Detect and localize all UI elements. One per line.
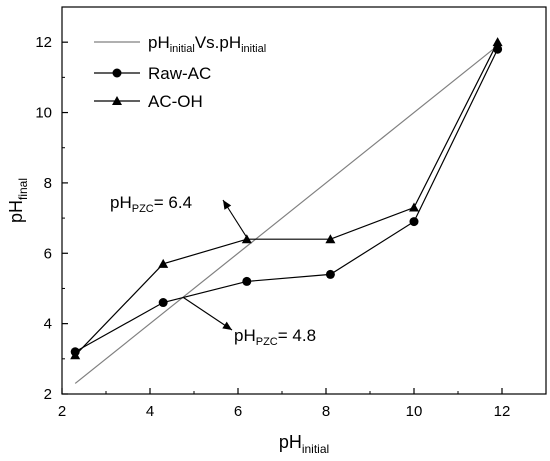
y-tick-label: 6 [44, 245, 52, 262]
annotations: pHPZC= 6.4 pHPZC= 4.8 [110, 193, 316, 348]
legend-marker-ac-oh [112, 96, 122, 105]
y-axis-title: pHfinal [6, 178, 30, 223]
raw-ac-point [242, 276, 252, 286]
ac-oh-point [492, 37, 503, 47]
x-tick-label: 2 [58, 403, 66, 420]
x-tick-label: 4 [146, 403, 154, 420]
y-tick-label: 4 [44, 316, 52, 333]
ac-oh-point [241, 234, 252, 244]
raw-ac-point [325, 269, 335, 279]
raw-ac-point [158, 298, 168, 308]
x-tick-label: 6 [234, 403, 242, 420]
ac-oh-point [325, 234, 336, 244]
pzc-annotation-raw-ac: pHPZC= 4.8 [234, 326, 316, 348]
ac-oh-point [409, 202, 419, 212]
legend-marker-raw-ac [112, 68, 122, 78]
pzc-arrowhead-ac-oh [223, 200, 232, 210]
series-line-2 [74, 41, 499, 356]
ac-oh-point [70, 350, 81, 360]
series-line-1 [74, 48, 499, 353]
x-tick-label: 12 [494, 403, 511, 420]
raw-ac-point [409, 217, 419, 227]
pzc-arrowhead-raw-ac [222, 321, 232, 330]
legend: pHinitialVs.pHinitial Raw-AC AC-OH [94, 33, 266, 111]
x-tick-label: 8 [322, 403, 330, 420]
x-tick-label: 10 [406, 403, 423, 420]
y-axis: 2 4 6 8 10 12 [35, 34, 68, 403]
legend-label-identity: pHinitialVs.pHinitial [148, 33, 266, 55]
legend-label-raw-ac: Raw-AC [148, 64, 211, 83]
x-axis-title: pHinitial [279, 432, 329, 456]
legend-label-ac-oh: AC-OH [148, 92, 203, 111]
series-layer [70, 37, 503, 384]
plot-frame [61, 6, 547, 395]
pzc-arrow-raw-ac [182, 296, 233, 331]
series-line-0 [74, 45, 498, 384]
pzc-annotation-ac-oh: pHPZC= 6.4 [110, 193, 192, 215]
y-tick-label: 8 [44, 175, 52, 192]
x-axis: 2 4 6 8 10 12 [58, 388, 511, 420]
y-tick-label: 12 [35, 34, 52, 51]
ac-oh-point [158, 258, 169, 268]
y-tick-label: 10 [35, 105, 52, 122]
y-tick-label: 2 [44, 386, 52, 403]
